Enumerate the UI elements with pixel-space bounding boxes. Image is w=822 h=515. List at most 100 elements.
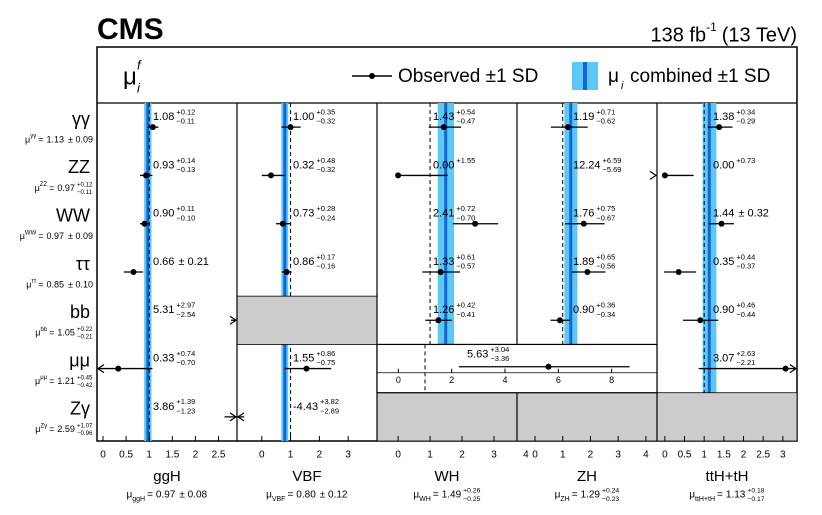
overflow-arrow [229,412,238,422]
decay-mu-sup: Zγ [40,423,47,429]
value-label: 0.85 [47,279,65,289]
error-label: ± 0.09 [68,231,93,241]
x-tick-label: 2 [741,450,747,461]
error-up-label: +0.18 [747,488,764,495]
error-down-label: −0.21 [77,334,93,341]
decay-mu-symbol: μ [26,279,31,289]
overflow-arrow [236,412,245,422]
error-up-label: +0.28 [316,204,335,213]
error-up-label: +3.04 [490,345,509,354]
decay-mu: μ μμ = 1.21 +0.45−0.42 [35,374,93,389]
decay-name: ττ [76,254,90,274]
value-label: 0.93 [153,159,174,171]
x-tick-label: 3 [615,450,621,461]
observed-point [556,317,563,324]
error-down-label: −0.29 [736,117,755,126]
value-label: 0.00 [713,159,734,171]
value-label: 0.90 [713,304,734,316]
decay-mu-symbol: μ [35,376,40,386]
observed-point [697,317,704,324]
production-mu: μ ggH = 0.97 ± 0.08 [126,490,207,503]
x-tick-label: 0.5 [678,450,692,461]
decay-mu: μ bb = 1.05 +0.22−0.21 [35,326,93,341]
value-label: 0.90 [153,208,174,220]
error-up-label: +0.17 [316,252,335,261]
decay-mu-sup: ZZ [40,182,48,188]
x-tick-label: 2.5 [212,450,226,461]
value-label: 1.13 [726,490,746,501]
value-label: 0.33 [153,352,174,364]
observed-point [675,269,682,275]
decay-name: bb [70,302,90,322]
decay-mu-symbol: μ [20,231,25,241]
observed-point [545,363,552,370]
x-tick-label: 0 [532,450,538,461]
decay-name: Zγ [70,399,90,419]
error-down-label: −0.17 [747,496,764,503]
value-label: 1.38 [713,111,734,123]
value-label: 1.89 [573,256,594,268]
error-down-label: −0.16 [316,262,335,271]
error-up-label: +0.48 [316,156,335,165]
error-up-label: +1.39 [176,397,195,406]
value-label: 1.21 [57,376,75,386]
value-label: 0.97 [47,231,65,241]
value-label: 0.32 [293,159,314,171]
decay-mu-sup: ττ [31,279,36,285]
error-down-label: −3.36 [490,354,509,363]
observed-point [718,220,725,227]
production-mu: μ WH = 1.49 +0.26−0.25 [413,488,480,503]
error-down-label: −0.67 [596,213,615,222]
error-label: ± 0.09 [68,135,93,145]
error-down-label: −0.62 [596,117,615,126]
observed-point [283,269,290,275]
unavailable-cell [516,392,658,442]
x-tick-label: 4 [643,450,649,461]
legend-observed-dot [369,73,375,79]
error-up-label: +0.12 [77,181,93,188]
value-label: 0.73 [293,208,314,220]
observed-point [584,269,591,275]
x-tick-label: 2 [588,450,594,461]
decay-mu-symbol: μ [35,328,40,338]
decay-mu-eq: = [38,231,43,241]
unavailable-cell [656,392,798,442]
error-down-label: −0.34 [596,310,615,319]
error-up-label: +0.14 [176,156,195,165]
observed-point [395,172,402,179]
decay-mu: μ ZZ = 0.97 +0.12−0.11 [35,181,93,196]
error-up-label: +1.07 [77,423,93,430]
header-sub: i [137,80,141,95]
error-up-label: +0.36 [596,301,615,310]
error-down-label: −0.32 [316,117,335,126]
panel-name: ZH [577,468,597,485]
error-down-label: −0.11 [176,117,194,126]
error-up-label: +0.71 [596,107,615,116]
inset-x-tick-label: 0 [396,375,401,385]
lumi: 138 fb -1 (13 TeV) [650,20,797,46]
error-up-label: +0.26 [463,488,480,495]
value-label: 1.55 [293,352,314,364]
lumi-tail: (13 TeV) [722,24,797,46]
x-tick-label: 2 [193,450,199,461]
observed-point [142,172,149,179]
observed-point [141,220,148,227]
x-tick-label: 0 [100,450,106,461]
observed-point [661,172,668,179]
x-tick-label: 0.5 [119,450,133,461]
error-down-label: −0.11 [77,189,93,196]
value-label: 2.59 [57,424,75,434]
lumi-sup: -1 [706,20,717,34]
error-down-label: −0.70 [456,213,475,222]
error-up-label: +1.55 [456,156,475,165]
value-label: 1.76 [573,208,594,220]
error-up-label: +0.34 [736,107,755,116]
production-mu-eq: = [147,490,153,501]
decay-name: WW [56,205,90,225]
error-up-label: +0.45 [77,374,93,381]
decay-name: γγ [72,109,90,129]
production-mu-symbol: μ [126,490,132,501]
production-mu-symbol: μ [555,490,561,501]
panel-name: ttH+tH [706,468,749,485]
observed-point [435,317,442,324]
